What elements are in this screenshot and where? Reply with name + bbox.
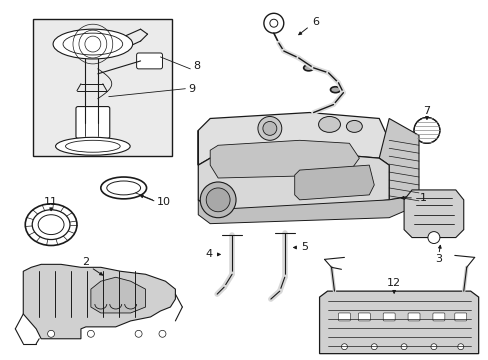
FancyBboxPatch shape (33, 19, 172, 156)
FancyBboxPatch shape (432, 313, 444, 321)
Text: 1: 1 (419, 193, 426, 203)
Circle shape (47, 330, 55, 337)
Ellipse shape (53, 29, 132, 59)
Polygon shape (198, 113, 388, 165)
Ellipse shape (330, 87, 340, 93)
Circle shape (263, 121, 276, 135)
Ellipse shape (25, 204, 77, 246)
Ellipse shape (303, 65, 313, 71)
Circle shape (264, 13, 283, 33)
Circle shape (269, 19, 277, 27)
Text: 11: 11 (44, 197, 58, 207)
Text: 6: 6 (311, 17, 319, 27)
Circle shape (430, 344, 436, 350)
Circle shape (159, 330, 165, 337)
FancyBboxPatch shape (358, 313, 369, 321)
Polygon shape (198, 195, 418, 224)
Circle shape (341, 344, 346, 350)
Polygon shape (403, 190, 463, 238)
Circle shape (200, 182, 236, 218)
Circle shape (370, 344, 376, 350)
Polygon shape (198, 130, 388, 210)
Circle shape (257, 117, 281, 140)
Circle shape (206, 188, 230, 212)
FancyBboxPatch shape (338, 313, 350, 321)
Circle shape (87, 330, 94, 337)
FancyBboxPatch shape (76, 107, 109, 138)
Circle shape (135, 330, 142, 337)
Polygon shape (294, 165, 373, 200)
Circle shape (413, 117, 439, 143)
Text: 8: 8 (193, 61, 201, 71)
Text: 12: 12 (386, 278, 400, 288)
FancyBboxPatch shape (407, 313, 419, 321)
Polygon shape (91, 277, 145, 313)
Text: 4: 4 (205, 249, 212, 260)
FancyBboxPatch shape (136, 53, 162, 69)
Text: 10: 10 (156, 197, 170, 207)
Ellipse shape (56, 137, 130, 155)
Ellipse shape (101, 177, 146, 199)
Text: 5: 5 (301, 243, 307, 252)
Polygon shape (210, 140, 359, 178)
Ellipse shape (38, 215, 64, 235)
Circle shape (457, 344, 463, 350)
Ellipse shape (32, 210, 70, 239)
FancyBboxPatch shape (383, 313, 394, 321)
Polygon shape (379, 118, 418, 200)
Polygon shape (23, 264, 175, 339)
Text: 7: 7 (423, 105, 429, 116)
Circle shape (427, 231, 439, 243)
Ellipse shape (318, 117, 340, 132)
Ellipse shape (346, 121, 362, 132)
Polygon shape (319, 291, 478, 354)
Text: 9: 9 (188, 84, 196, 94)
Text: 2: 2 (82, 257, 89, 267)
FancyBboxPatch shape (454, 313, 466, 321)
Circle shape (400, 344, 406, 350)
Ellipse shape (106, 181, 141, 195)
Text: 3: 3 (434, 255, 442, 264)
